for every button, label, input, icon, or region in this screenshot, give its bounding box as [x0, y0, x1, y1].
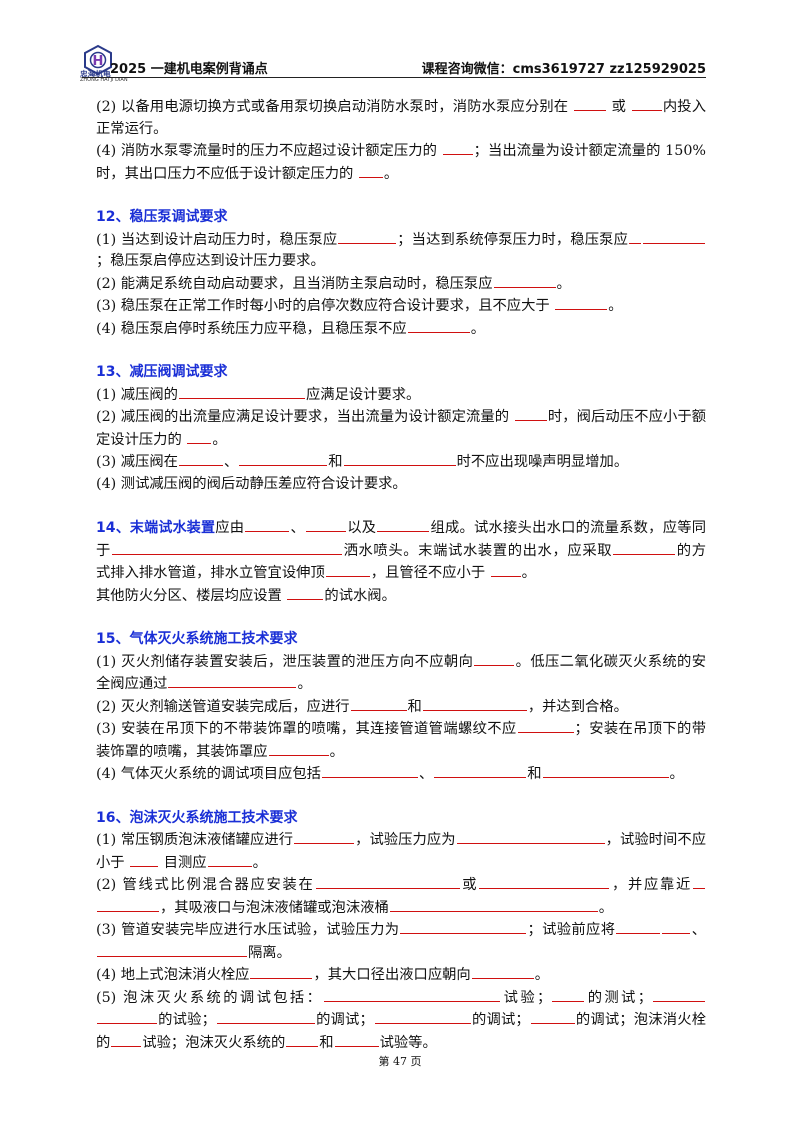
- section-title-14: 14、末端试水装置: [96, 520, 216, 536]
- section-title-16: 16、泡沫灭火系统施工技术要求: [96, 809, 298, 826]
- blank: [325, 562, 370, 577]
- s15-item-3: (3) 安装在吊顶下的不带装饰罩的喷嘴，其连接管道管端螺纹不应 ；安装在吊顶下的带…: [96, 718, 706, 763]
- s15-item-2: (2) 灭火剂输送管道安装完成后，应进行和，并达到合格。: [96, 696, 706, 719]
- s13-item-3: (3) 减压阀在、和时不应出现噪声明显增加。: [96, 451, 706, 474]
- blank: [631, 96, 662, 111]
- document-title: 2025 一建机电案例背诵点: [110, 62, 268, 77]
- blank: [471, 964, 534, 979]
- blank: [400, 919, 527, 934]
- blank: [111, 540, 342, 555]
- page-header: H 忠海机电 ZHONG HAI JI DIAN 2025 一建机电案例背诵点 …: [80, 40, 706, 83]
- blank: [306, 517, 346, 532]
- blank: [530, 1009, 575, 1024]
- blank: [422, 696, 527, 711]
- blank: [643, 229, 705, 244]
- s13-item-2: (2) 减压阀的出流量应满足设计要求，当出流量为设计额定流量的 时，阀后动压不应…: [96, 406, 706, 451]
- s16-item-1: (1) 常压钢质泡沫液储罐应进行 ，试验压力应为 ，试验时间不应小于 目测应。: [96, 829, 706, 874]
- header-divider: [82, 77, 706, 78]
- blank: [315, 874, 460, 889]
- blank: [239, 451, 328, 466]
- blank: [250, 964, 313, 979]
- blank: [573, 96, 606, 111]
- s15-item-1: (1) 灭火剂储存装置安装后，泄压装置的泄压方向不应朝向 。低压二氧化碳灭火系统的…: [96, 651, 706, 696]
- s14-paragraph: 14、末端试水装置应由、以及 组成。试水接头出水口的流量系数，应等同于 洒水喷头。末…: [96, 517, 706, 585]
- blank: [334, 1032, 379, 1047]
- blank: [493, 273, 556, 288]
- blank: [552, 987, 585, 1002]
- blank: [97, 897, 159, 912]
- blank: [178, 384, 305, 399]
- blank: [389, 897, 598, 912]
- blank: [168, 673, 297, 688]
- blank: [324, 987, 501, 1002]
- s16-item-2: (2) 管线式比例混合器应安装在或，并应靠近，其吸液口与泡沫液储罐或泡沫液桶。: [96, 874, 706, 919]
- blank: [343, 451, 456, 466]
- blank: [374, 1009, 471, 1024]
- blank: [653, 987, 706, 1002]
- company-logo-icon: H: [84, 44, 112, 76]
- document-body: (2) 以备用电源切换方式或备用泵切换启动消防水泵时，消防水泵应分别在 或 内投…: [96, 96, 706, 1054]
- s13-item-4: (4) 测试减压阀的阀后动静压差应符合设计要求。: [96, 475, 407, 492]
- blank: [629, 229, 641, 244]
- s16-item-5: (5) 泡沫灭火系统的调试包括： 试验； 的测试；的试验； 的调试； 的调试； 的调试；泡…: [96, 987, 706, 1055]
- blank: [216, 1009, 315, 1024]
- blank: [286, 1032, 319, 1047]
- blank: [517, 718, 574, 733]
- blank: [358, 163, 383, 178]
- page-number: 第 47 页: [378, 1055, 422, 1068]
- s12-item-2: (2) 能满足系统自动启动要求，且当消防主泵启动时，稳压泵应。: [96, 273, 706, 296]
- blank: [350, 696, 407, 711]
- blank: [268, 741, 329, 756]
- blank: [207, 852, 252, 867]
- blank: [338, 229, 397, 244]
- svg-text:H: H: [93, 54, 104, 69]
- s12-item-1: (1) 当达到设计启动压力时，稳压泵应 ；当达到系统停泵压力时，稳压泵应；稳压泵启…: [96, 229, 706, 273]
- blank: [662, 919, 691, 934]
- blank: [97, 1009, 157, 1024]
- logo-text: 忠海机电: [80, 70, 111, 80]
- section-title-13: 13、减压阀调试要求: [96, 364, 228, 380]
- blank: [474, 651, 515, 666]
- blank: [245, 517, 290, 532]
- s16-item-4: (4) 地上式泡沫消火栓应 ，其大口径出液口应朝向。: [96, 964, 706, 987]
- s11-item-2: (2) 以备用电源切换方式或备用泵切换启动消防水泵时，消防水泵应分别在 或 内投…: [96, 96, 706, 140]
- blank: [555, 295, 608, 310]
- blank: [187, 429, 212, 444]
- s16-item-3: (3) 管道安装完毕应进行水压试验，试验压力为 ；试验前应将 、隔离。: [96, 919, 706, 964]
- section-title-12: 12、稳压泵调试要求: [96, 209, 228, 225]
- blank: [456, 829, 605, 844]
- blank: [514, 406, 547, 421]
- blank: [434, 763, 527, 778]
- logo-subtext: ZHONG HAI JI DIAN: [80, 77, 128, 83]
- s13-item-1: (1) 减压阀的 应满足设计要求。: [96, 384, 706, 407]
- blank: [321, 763, 418, 778]
- section-title-15: 15、气体灭火系统施工技术要求: [96, 631, 298, 647]
- s15-item-4: (4) 气体灭火系统的调试项目应包括、和。: [96, 763, 706, 786]
- blank: [130, 852, 159, 867]
- contact-info: 课程咨询微信：cms3619727 zz125929025: [421, 62, 706, 77]
- blank: [111, 1032, 142, 1047]
- blank: [490, 562, 521, 577]
- s14-paragraph-2: 其他防火分区、楼层均应设置 的试水阀。: [96, 585, 706, 608]
- s12-item-3: (3) 稳压泵在正常工作时每小时的启停次数应符合设计要求，且不应大于 。: [96, 295, 706, 318]
- blank: [287, 585, 324, 600]
- blank: [693, 874, 706, 889]
- blank: [616, 919, 661, 934]
- blank: [294, 829, 355, 844]
- blank: [377, 517, 430, 532]
- blank: [542, 763, 669, 778]
- blank: [97, 942, 247, 957]
- blank: [613, 540, 676, 555]
- s12-item-4: (4) 稳压泵启停时系统压力应平稳，且稳压泵不应。: [96, 318, 706, 341]
- blank: [178, 451, 223, 466]
- s11-item-4: (4) 消防水泵零流量时的压力不应超过设计额定压力的 ；当出流量为设计额定流量的…: [96, 140, 706, 185]
- blank: [407, 318, 470, 333]
- blank: [442, 140, 473, 155]
- blank: [479, 874, 610, 889]
